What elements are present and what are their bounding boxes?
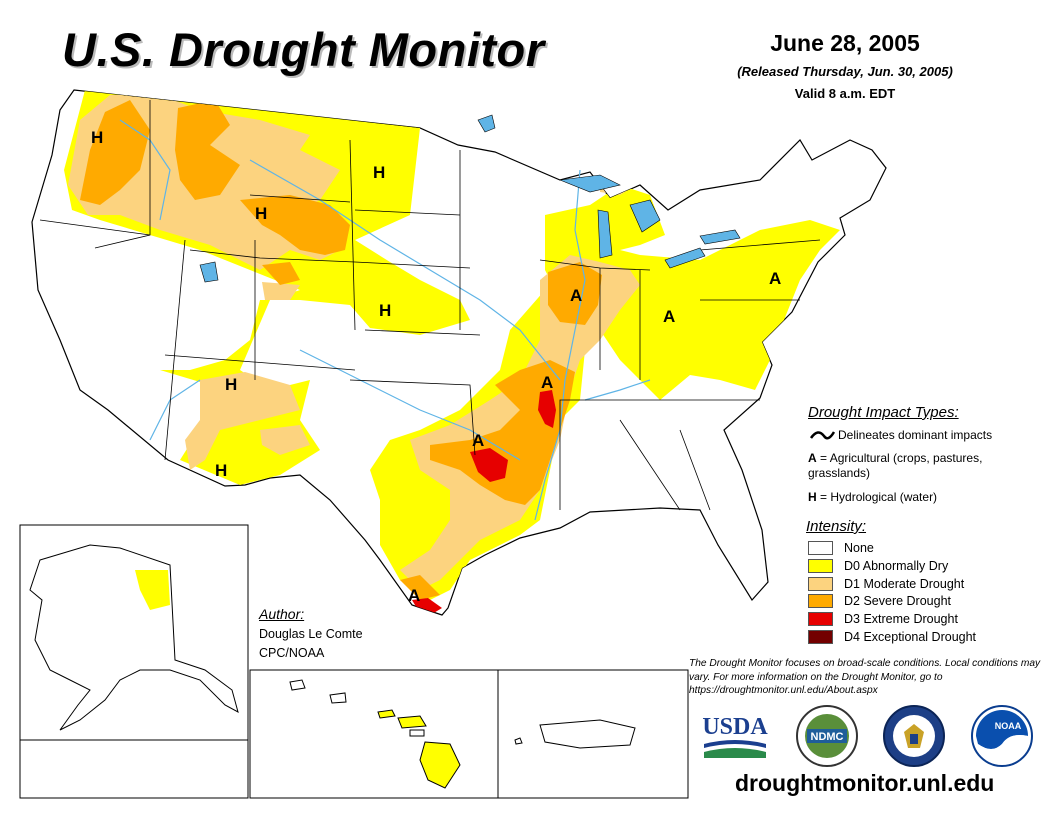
impact-text: Delineates dominant impacts [838,428,993,442]
label-agricultural: A [541,373,553,392]
legend-swatch [808,541,833,555]
intensity-legend-item: D2 Severe Drought [808,593,951,609]
impact-row-agricultural: A = Agricultural (crops, pastures, grass… [808,451,1028,481]
impact-line-symbol [809,431,836,440]
impact-symbol: A [808,451,817,465]
usda-logo: USDA [702,714,768,758]
author-org: CPC/NOAA [259,646,325,660]
impact-legend-title: Drought Impact Types: [808,404,959,421]
label-agricultural: A [663,307,675,326]
label-agricultural: A [472,431,484,450]
label-hydrological: H [379,301,391,320]
intensity-legend-item: D3 Extreme Drought [808,611,958,627]
lakes [199,114,741,283]
label-hydrological: H [91,128,103,147]
legend-label: D2 Severe Drought [844,594,952,609]
intensity-legend-title: Intensity: [806,518,867,535]
legend-swatch [808,594,833,609]
legend-label: D3 Extreme Drought [844,612,958,627]
author-title: Author: [259,606,305,622]
impact-row-line: Delineates dominant impacts [838,428,1038,443]
legend-label: D1 Moderate Drought [844,576,965,591]
intensity-legend-item: None [808,540,874,556]
ndmc-logo-text: NDMC [811,731,844,743]
website-url[interactable]: droughtmonitor.unl.edu [735,770,995,796]
intensity-legend-item: D4 Exceptional Drought [808,629,976,645]
impact-text: = Hydrological (water) [820,490,938,504]
label-agricultural: A [570,286,582,305]
legend-label: D4 Exceptional Drought [844,630,977,644]
impact-text: = Agricultural (crops, pastures, grassla… [808,451,983,480]
disclaimer-note: The Drought Monitor focuses on broad-sca… [689,658,1041,696]
commerce-seal [883,705,945,767]
map-title: U.S. Drought Monitor [62,23,545,76]
drought-areas [64,90,840,614]
hawaii-inset [249,669,499,799]
map-date: June 28, 2005 [770,30,920,56]
label-agricultural: A [408,586,420,605]
impact-symbol: H [808,490,817,504]
puerto-rico-inset [497,669,689,799]
ndmc-logo: NDMC [796,705,858,767]
intensity-legend-item: D0 Abnormally Dry [808,558,948,574]
label-hydrological: H [373,163,385,182]
author-name: Douglas Le Comte [259,627,363,641]
legend-swatch [808,576,833,591]
legend-swatch [808,630,833,644]
legend-label: None [844,541,874,555]
impact-row-hydrological: H = Hydrological (water) [808,490,1028,505]
label-hydrological: H [255,204,267,223]
noaa-logo: NOAA [971,705,1033,767]
noaa-logo-text: NOAA [995,721,1022,731]
state-borders [39,100,821,511]
usda-logo-text: USDA [702,714,768,740]
legend-swatch [808,558,833,573]
label-hydrological: H [215,461,227,480]
release-date: (Released Thursday, Jun. 30, 2005) [737,64,953,79]
label-agricultural: A [769,269,781,288]
intensity-legend-item: D1 Moderate Drought [808,576,964,592]
legend-swatch [808,612,833,627]
label-hydrological: H [225,375,237,394]
impact-labels: H H H H H H A A A A A A [91,128,781,605]
d2-areas [80,100,602,600]
alaska-inset [19,524,249,799]
legend-label: D0 Abnormally Dry [844,558,949,573]
valid-time: Valid 8 a.m. EDT [794,86,896,101]
